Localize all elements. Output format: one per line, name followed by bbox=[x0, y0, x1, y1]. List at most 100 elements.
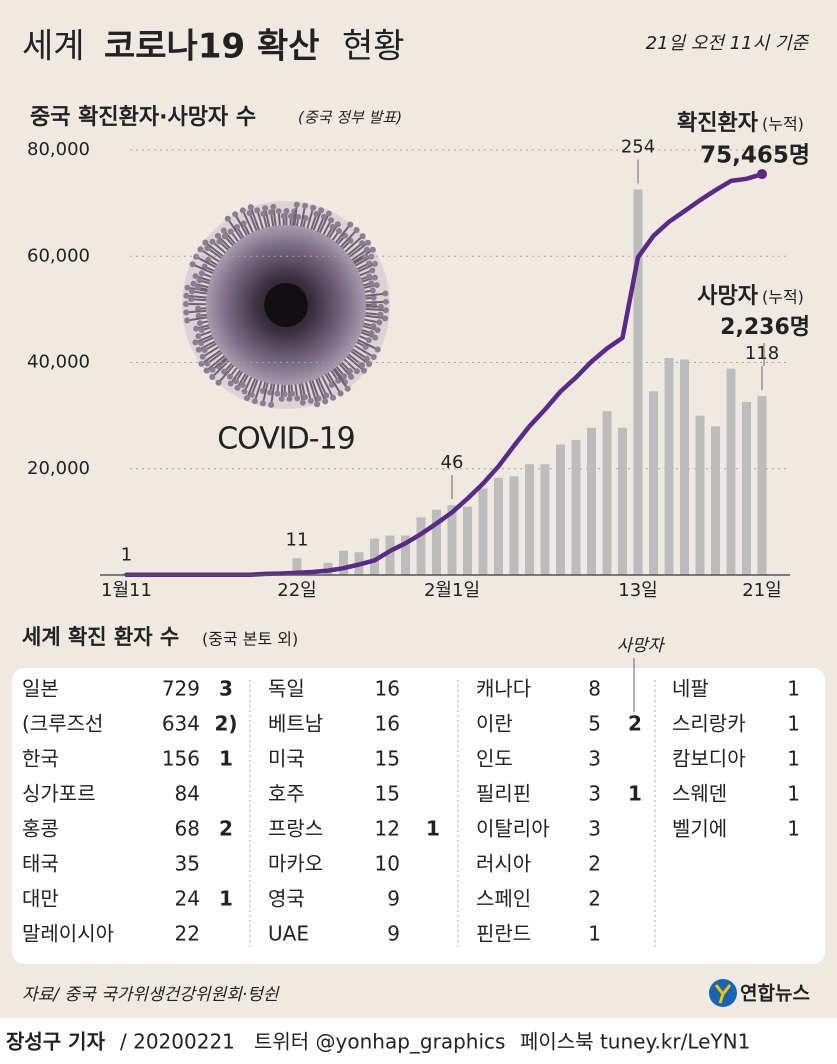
virus-spike-tip bbox=[195, 312, 202, 319]
country-name: 태국 bbox=[22, 852, 59, 876]
virus-spike-tip bbox=[374, 346, 381, 353]
bar bbox=[726, 368, 736, 575]
virus-spike-tip bbox=[202, 239, 209, 246]
x-tick-label: 22일 bbox=[277, 580, 316, 601]
virus-spike-tip bbox=[307, 397, 314, 404]
data-label: 46 bbox=[441, 452, 464, 473]
virus-spike-tip bbox=[299, 399, 306, 406]
virus-spike-tip bbox=[368, 330, 375, 337]
death-count: 3 bbox=[219, 677, 233, 701]
country-name: UAE bbox=[268, 922, 309, 946]
case-count: 84 bbox=[175, 782, 200, 806]
death-count: 2) bbox=[214, 712, 237, 736]
case-count: 9 bbox=[387, 887, 400, 911]
country-name: 마카오 bbox=[268, 852, 323, 876]
case-count: 1 bbox=[588, 922, 601, 946]
case-count: 12 bbox=[375, 817, 400, 841]
virus-spike-tip bbox=[196, 320, 203, 327]
bar bbox=[711, 426, 720, 575]
virus-spike-tip bbox=[370, 294, 377, 301]
virus-spike-tip bbox=[221, 233, 228, 240]
bar bbox=[494, 477, 503, 575]
virus-spike-tip bbox=[193, 325, 200, 332]
chart: 20,000 40,000 60,000 80,000 1월11 22일 2월1일 13일 21… bbox=[27, 111, 810, 601]
virus-spike-tip bbox=[369, 267, 376, 274]
logo-mark bbox=[714, 984, 732, 1004]
country-name: 베트남 bbox=[268, 712, 323, 736]
bar bbox=[432, 509, 441, 575]
death-count: 1 bbox=[219, 747, 233, 771]
virus-spike-tip bbox=[246, 209, 253, 216]
virus-spike-tip bbox=[302, 202, 309, 209]
country-name: 벨기에 bbox=[672, 817, 727, 841]
bar bbox=[618, 427, 627, 575]
virus-spike-tip bbox=[198, 327, 205, 334]
virus-spike-tip bbox=[370, 322, 377, 329]
virus-spike-tip bbox=[198, 340, 205, 347]
bar bbox=[463, 506, 472, 575]
virus-spike-tip bbox=[369, 287, 376, 294]
country-name: 호주 bbox=[268, 782, 305, 806]
virus-spike-tip bbox=[189, 261, 196, 268]
virus-spike-tip bbox=[259, 400, 266, 407]
y-tick-label: 60,000 bbox=[27, 245, 90, 266]
virus-spike-tip bbox=[227, 380, 234, 387]
bar bbox=[757, 395, 767, 575]
case-count: 9 bbox=[387, 922, 400, 946]
data-label: 11 bbox=[286, 529, 309, 550]
case-count: 35 bbox=[175, 852, 200, 876]
logo-text: 연합뉴스 bbox=[740, 983, 810, 1005]
case-count: 15 bbox=[375, 782, 400, 806]
x-tick-label: 2월1일 bbox=[424, 580, 480, 601]
country-name: 일본 bbox=[22, 677, 59, 701]
case-count: 1 bbox=[787, 747, 800, 771]
virus-spike-tip bbox=[194, 284, 201, 291]
virus-spike-tip bbox=[192, 273, 199, 280]
virus-spike-tip bbox=[234, 384, 241, 391]
country-name: 독일 bbox=[268, 677, 305, 701]
virus-spike-tip bbox=[184, 284, 191, 291]
title-light: 세계 bbox=[22, 27, 85, 67]
bar bbox=[447, 505, 457, 575]
country-name: 캄보디아 bbox=[672, 747, 746, 771]
virus-spike-tip bbox=[369, 246, 376, 253]
virus-illustration bbox=[182, 201, 390, 409]
data-label: 118 bbox=[745, 343, 779, 364]
timestamp: 21일 오전 11시 기준 bbox=[646, 33, 810, 54]
data-label: 254 bbox=[621, 136, 655, 157]
y-tick-label: 80,000 bbox=[27, 139, 90, 160]
death-count: 1 bbox=[426, 817, 440, 841]
virus-spike-tip bbox=[244, 395, 251, 402]
virus-spike-tip bbox=[372, 334, 379, 341]
virus-spike-tip bbox=[274, 390, 281, 397]
virus-spike-tip bbox=[293, 201, 300, 208]
death-count: 2 bbox=[219, 817, 233, 841]
case-count: 10 bbox=[375, 852, 400, 876]
virus-spike-tip bbox=[247, 204, 254, 211]
virus-spike-tip bbox=[233, 378, 240, 385]
country-name: 네팔 bbox=[672, 677, 709, 701]
case-count: 1 bbox=[787, 782, 800, 806]
virus-spike-tip bbox=[283, 208, 290, 215]
virus-spike-tip bbox=[310, 204, 317, 211]
bar bbox=[587, 427, 596, 575]
virus-spike-tip bbox=[262, 205, 269, 212]
country-name: 스웨덴 bbox=[672, 782, 727, 806]
virus-spike-tip bbox=[363, 246, 370, 253]
bar bbox=[680, 359, 689, 575]
virus-spike-tip bbox=[313, 210, 320, 217]
virus-spike-tip bbox=[336, 228, 343, 235]
virus-spike-tip bbox=[226, 373, 233, 380]
virus-spike-tip bbox=[232, 211, 239, 218]
annotation: (누적) bbox=[762, 115, 804, 134]
virus-spike-tip bbox=[337, 390, 344, 397]
footer-date: / 20200221 bbox=[120, 1030, 235, 1054]
virus-spike-tip bbox=[363, 355, 370, 362]
country-name: 대만 bbox=[22, 887, 59, 911]
footer-band bbox=[0, 1018, 837, 1064]
bar bbox=[602, 411, 612, 575]
virus-spike-tip bbox=[224, 215, 231, 222]
virus-spike-tip bbox=[359, 362, 366, 369]
virus-spike-tip bbox=[192, 339, 199, 346]
virus-spike-tip bbox=[320, 213, 327, 220]
